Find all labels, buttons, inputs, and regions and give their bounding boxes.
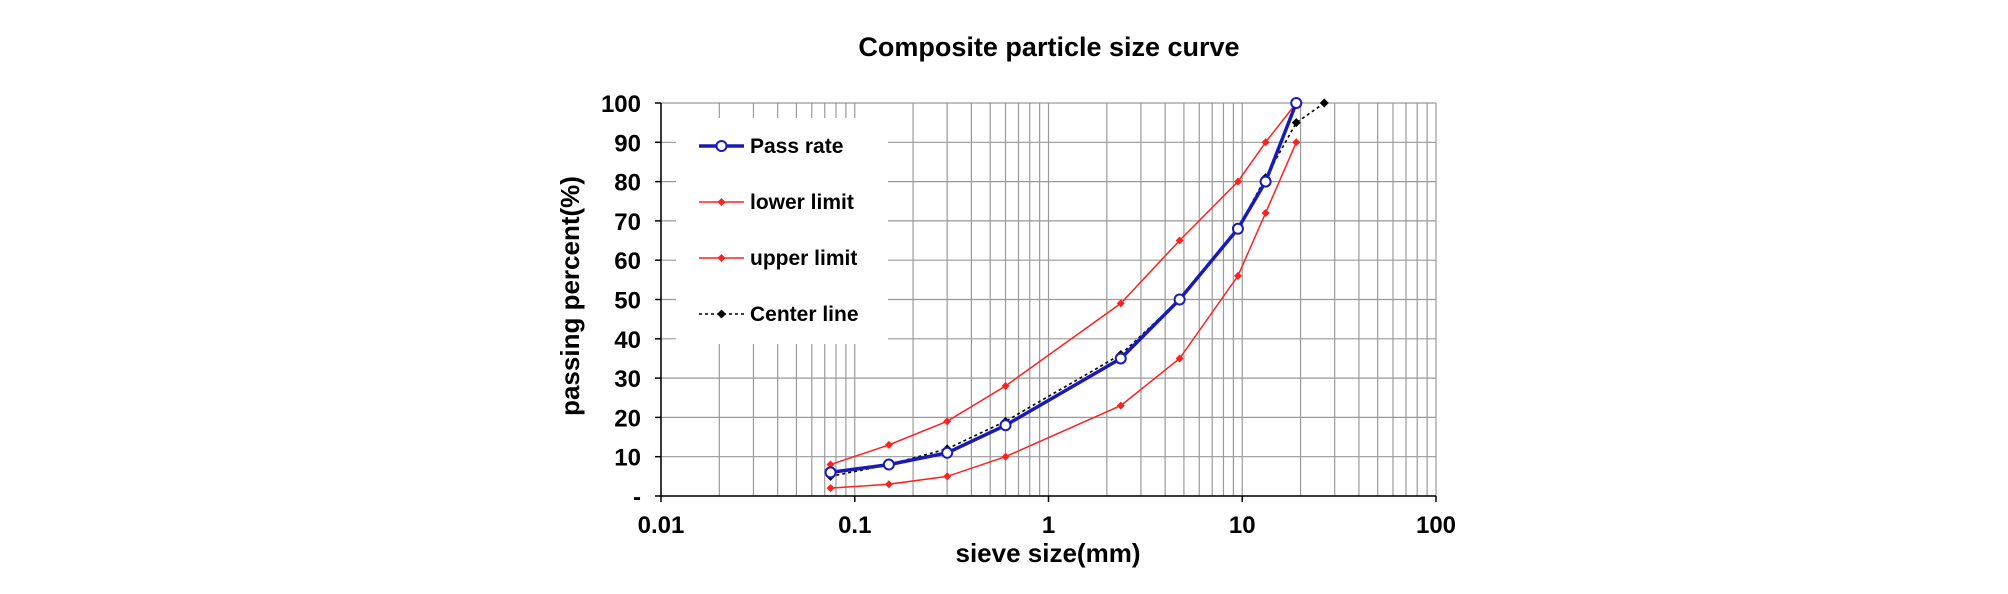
data-point-upper-limit <box>1175 236 1184 245</box>
y-axis-label: passing percent(%) <box>555 176 585 416</box>
y-tick-label: 100 <box>601 91 641 118</box>
y-tick-label: 80 <box>614 170 641 197</box>
data-point-pass-rate <box>999 419 1012 432</box>
legend-marker-center-line <box>717 309 726 319</box>
x-tick-label: 1 <box>1042 512 1055 539</box>
chart-title: Composite particle size curve <box>858 32 1239 62</box>
data-point-pass-rate <box>1173 293 1186 306</box>
data-point-pass-rate <box>824 466 837 479</box>
y-tick-label: 40 <box>614 327 641 354</box>
data-point-lower-limit <box>826 484 835 493</box>
series-upper-limit <box>826 99 1301 469</box>
data-point-lower-limit <box>1175 354 1184 363</box>
legend-label-lower-limit: lower limit <box>750 191 854 214</box>
y-tick-label: 50 <box>614 288 641 315</box>
legend-box <box>676 118 888 344</box>
data-point-center-line <box>1319 98 1329 108</box>
y-tick-label: 70 <box>614 209 641 236</box>
data-point-lower-limit <box>1292 138 1301 147</box>
data-point-upper-limit <box>1261 138 1270 147</box>
series-line-center-line <box>830 102 1325 478</box>
x-axis-label: sieve size(mm) <box>956 538 1141 568</box>
data-point-upper-limit <box>1001 381 1010 390</box>
data-point-pass-rate <box>1114 352 1127 365</box>
legend: Pass rate lower limit upper limit Center li… <box>676 118 888 344</box>
legend-item-center-line: Center line <box>699 303 859 326</box>
legend-marker-lower-limit <box>717 198 726 206</box>
data-point-center-line <box>1291 118 1301 128</box>
y-tick-label: 30 <box>614 366 641 393</box>
legend-label-pass-rate: Pass rate <box>750 135 843 158</box>
y-tick-label: 90 <box>614 130 641 157</box>
data-point-upper-limit <box>884 440 893 449</box>
data-point-upper-limit <box>1116 299 1125 308</box>
y-tick-label: 20 <box>614 405 641 432</box>
legend-item-upper-limit: upper limit <box>699 247 857 270</box>
legend-label-center-line: Center line <box>750 303 859 326</box>
data-point-upper-limit <box>1233 177 1242 186</box>
y-tick-label: - <box>633 484 641 511</box>
x-tick-label: 0.1 <box>838 512 871 539</box>
y-tick-label: 60 <box>614 248 641 275</box>
x-tick-label: 0.01 <box>638 512 685 539</box>
data-point-lower-limit <box>1116 401 1125 410</box>
data-point-pass-rate <box>1259 175 1272 188</box>
series-pass-rate <box>824 97 1303 479</box>
axis-ticks: - 10 20 30 40 50 60 70 80 90 100 0.01 0.1 1 10 100 <box>601 91 1456 539</box>
data-point-lower-limit <box>1233 271 1242 280</box>
series-layer <box>824 97 1329 493</box>
data-point-pass-rate <box>1290 97 1303 109</box>
x-tick-label: 10 <box>1229 512 1256 539</box>
data-point-upper-limit <box>943 417 952 426</box>
data-point-upper-limit <box>826 460 835 469</box>
data-point-lower-limit <box>1261 209 1270 218</box>
y-tick-label: 10 <box>614 445 641 472</box>
data-point-lower-limit <box>1001 452 1010 461</box>
data-point-pass-rate <box>941 446 954 459</box>
data-point-pass-rate <box>1231 222 1244 235</box>
series-lower-limit <box>826 138 1301 493</box>
data-point-lower-limit <box>943 472 952 481</box>
x-tick-label: 100 <box>1416 512 1456 539</box>
legend-item-lower-limit: lower limit <box>699 191 854 214</box>
legend-label-upper-limit: upper limit <box>750 247 857 270</box>
legend-marker-pass-rate <box>715 140 728 152</box>
data-point-lower-limit <box>884 480 893 489</box>
legend-item-pass-rate: Pass rate <box>699 135 843 158</box>
series-line-upper-limit <box>830 102 1297 466</box>
series-center-line <box>826 98 1329 481</box>
legend-marker-upper-limit <box>717 254 726 262</box>
data-point-pass-rate <box>882 458 895 471</box>
